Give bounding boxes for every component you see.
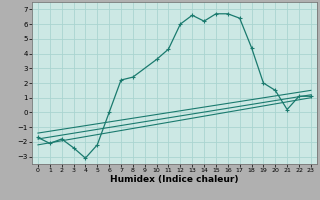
- X-axis label: Humidex (Indice chaleur): Humidex (Indice chaleur): [110, 175, 239, 184]
